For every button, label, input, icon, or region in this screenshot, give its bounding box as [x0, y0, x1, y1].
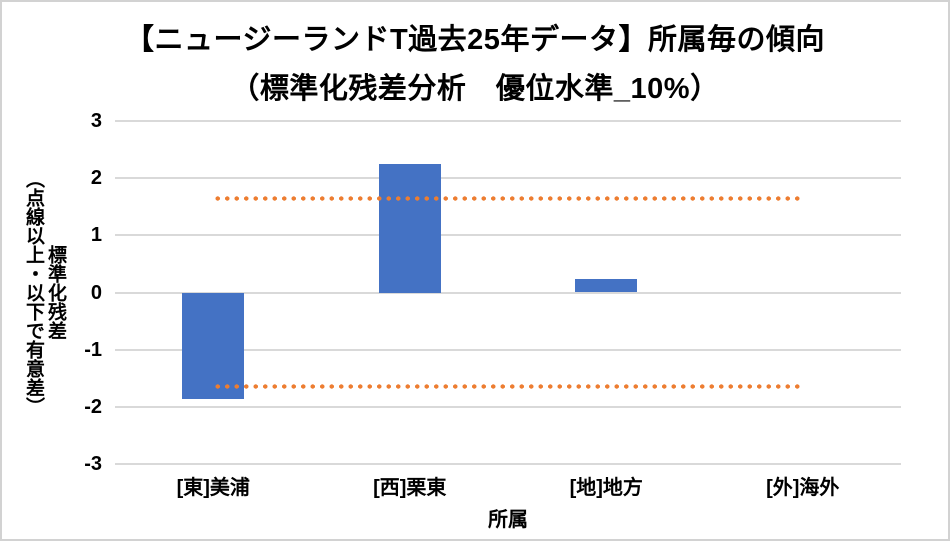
reference-line-lower [213, 384, 803, 390]
bar [575, 279, 638, 293]
x-tick-label: [東]美浦 [176, 477, 250, 499]
chart-title-line2: （標準化残差分析 優位水準_10%） [230, 73, 720, 105]
gridline [115, 348, 901, 351]
y-tick-label: 3 [90, 110, 102, 132]
x-tick-label: [西]栗東 [373, 477, 447, 499]
x-axis-title: 所属 [488, 509, 528, 531]
y-tick-label: 0 [90, 281, 102, 304]
y-tick-label: -2 [84, 395, 102, 418]
y-axis-tick-labels: 3 2 1 0 -1 -2 -3 [2, 110, 102, 475]
plot-area [115, 120, 901, 465]
gridline [115, 291, 901, 294]
y-tick-label: 1 [90, 224, 102, 247]
gridline [115, 463, 901, 465]
x-tick-label: [外]海外 [766, 477, 840, 499]
y-axis-title-main: 標準化残差 [45, 245, 66, 340]
x-axis-tick-labels: [東]美浦 [西]栗東 [地]地方 [外]海外 [115, 475, 901, 501]
y-tick-label: -3 [84, 453, 102, 475]
y-axis-title-text: 標準化残差 （点線以上・以下で有意差） [22, 121, 66, 464]
gridline [115, 177, 901, 180]
chart-title: 【ニュージーランドT過去25年データ】所属毎の傾向 （標準化残差分析 優位水準_… [2, 16, 948, 114]
gridline [115, 120, 901, 122]
bar [182, 292, 245, 400]
reference-line-upper [213, 195, 803, 201]
y-tick-label: 2 [90, 167, 102, 190]
bar [378, 163, 441, 293]
gridline [115, 405, 901, 408]
gridline [115, 234, 901, 237]
y-axis-title: 標準化残差 （点線以上・以下で有意差） [22, 121, 66, 464]
y-tick-label: -1 [84, 338, 102, 361]
y-axis-title-sub: （点線以上・以下で有意差） [23, 169, 44, 416]
x-tick-label: [地]地方 [569, 477, 643, 499]
chart-title-line1: 【ニュージーランドT過去25年データ】所属毎の傾向 [125, 24, 825, 56]
